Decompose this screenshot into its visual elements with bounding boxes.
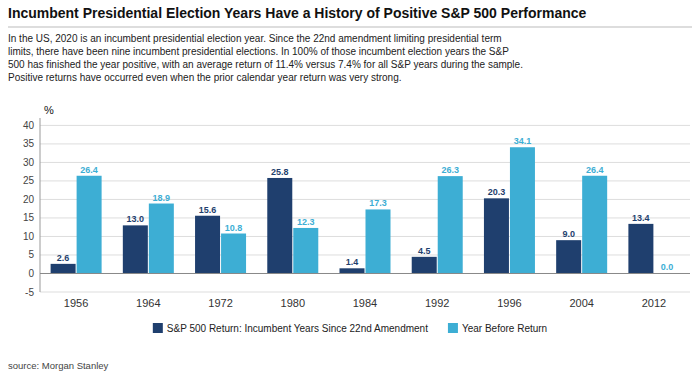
data-label: 2.6 — [57, 253, 70, 263]
legend-label: Year Before Return — [462, 323, 547, 334]
x-tick-label: 1972 — [208, 297, 232, 309]
grid-line — [40, 143, 690, 144]
grid-line — [40, 273, 690, 274]
y-axis-label: % — [44, 104, 54, 116]
bar — [293, 228, 318, 274]
data-labels: 2.6 13.0 15.6 25.8 1.4 4.5 20.3 9.0 13.4 26.4 18.9… — [57, 136, 673, 272]
x-tick-label: 1992 — [425, 297, 449, 309]
x-tick-label: 1996 — [497, 297, 521, 309]
bar — [556, 240, 581, 273]
subtitle: In the US, 2020 is an incumbent presiden… — [8, 33, 523, 83]
data-label: 26.4 — [80, 165, 98, 175]
data-label: 1.4 — [346, 257, 359, 267]
bar — [582, 176, 607, 274]
data-label: 34.1 — [514, 136, 532, 146]
y-axis — [40, 118, 41, 292]
y-tick-label: 40 — [23, 120, 35, 131]
x-tick-label: 1964 — [136, 297, 160, 309]
data-label: 26.4 — [586, 165, 604, 175]
grid-line — [40, 125, 690, 126]
x-tick-label: 2004 — [569, 297, 593, 309]
bar — [412, 257, 437, 274]
bar — [195, 216, 220, 274]
bar — [484, 198, 509, 273]
y-tick-label: 10 — [23, 231, 35, 242]
bar — [123, 225, 148, 273]
bar — [221, 234, 246, 274]
legend-swatch — [153, 323, 163, 333]
y-tick-label: 5 — [28, 249, 34, 260]
bar — [149, 204, 174, 274]
data-label: 20.3 — [488, 187, 506, 197]
data-label: 26.3 — [441, 165, 459, 175]
bar — [340, 268, 365, 273]
y-tick-label: 15 — [23, 212, 35, 223]
data-label: 0.0 — [661, 262, 674, 272]
title: Incumbent Presidential Election Years Ha… — [8, 5, 587, 21]
grid-line — [40, 292, 690, 293]
y-tick-label: -5 — [25, 287, 34, 298]
data-label: 12.3 — [297, 217, 315, 227]
separator — [8, 27, 692, 28]
bar — [438, 176, 463, 273]
source: source: Morgan Stanley — [8, 360, 109, 371]
data-label: 9.0 — [562, 229, 575, 239]
y-tick-label: 30 — [23, 157, 35, 168]
legend-item: S&P 500 Return: Incumbent Years Since 22… — [153, 323, 428, 334]
grid-line — [40, 162, 690, 163]
data-label: 15.6 — [199, 205, 217, 215]
x-tick-label: 1980 — [281, 297, 305, 309]
data-label: 25.8 — [271, 167, 289, 177]
x-tick-label: 2012 — [642, 297, 666, 309]
legend-swatch — [448, 323, 458, 333]
chart: Incumbent Presidential Election Years Ha… — [0, 0, 700, 377]
data-label: 10.8 — [225, 223, 243, 233]
bar — [366, 209, 391, 273]
bar — [267, 178, 292, 274]
data-label: 17.3 — [369, 198, 387, 208]
y-tick-label: 35 — [23, 138, 35, 149]
legend: S&P 500 Return: Incumbent Years Since 22… — [153, 323, 547, 334]
bar — [77, 176, 102, 274]
x-tick-label: 1956 — [64, 297, 88, 309]
y-tick-label: 0 — [28, 268, 34, 279]
y-tick-label: 25 — [23, 175, 35, 186]
bar — [628, 224, 653, 274]
bars — [51, 147, 654, 273]
grid — [40, 125, 690, 292]
bar — [510, 147, 535, 273]
data-label: 18.9 — [153, 193, 171, 203]
data-label: 13.4 — [632, 213, 650, 223]
y-tick-label: 20 — [23, 194, 35, 205]
zero-line — [40, 273, 690, 274]
legend-item: Year Before Return — [448, 323, 547, 334]
legend-label: S&P 500 Return: Incumbent Years Since 22… — [167, 323, 428, 334]
data-label: 4.5 — [418, 246, 431, 256]
bar — [51, 264, 76, 274]
data-label: 13.0 — [127, 214, 145, 224]
x-tick-label: 1984 — [353, 297, 377, 309]
